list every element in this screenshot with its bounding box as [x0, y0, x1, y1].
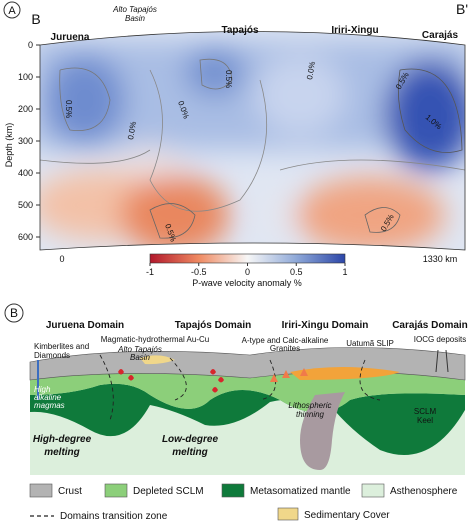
basin-label: Basin [125, 14, 146, 23]
y-tick-label: 200 [18, 104, 33, 114]
distance-label: 0 [59, 254, 64, 264]
domain-label: Iriri-Xingu [331, 25, 378, 36]
basin-label: Alto Tapajós [112, 5, 157, 14]
y-tick-label: 300 [18, 136, 33, 146]
legend-swatch [277, 507, 299, 521]
annotation: SCLM [414, 407, 437, 416]
legend-label: Sedimentary Cover [304, 510, 390, 521]
schematic [29, 347, 466, 475]
annotation: Granites [270, 344, 300, 353]
annotation: High-degree [33, 434, 92, 445]
legend-label: Domains transition zone [60, 511, 168, 522]
colorbar [149, 253, 346, 264]
legend-swatch [29, 483, 53, 498]
colorbar-tick-label: 0.5 [290, 267, 303, 277]
contour-label: 0.0% [126, 121, 138, 141]
domain-title: Carajás Domain [392, 320, 468, 331]
domain-label: Tapajós [221, 25, 258, 36]
legend-label: Depleted SCLM [133, 486, 204, 497]
colorbar-tick-label: 0 [245, 267, 250, 277]
colorbar-ticks: -1 -0.5 0 0.5 1 [146, 263, 348, 277]
panel-label-ring [3, 1, 21, 19]
y-tick-label: 600 [18, 232, 33, 242]
annotation: Basin [130, 353, 151, 362]
legend-swatch [361, 483, 385, 498]
annotation: melting [172, 447, 208, 458]
colorbar-tick-label: -0.5 [191, 267, 207, 277]
colorbar-label: P-wave velocity anomaly % [192, 278, 302, 288]
annotation: Magmatic-hydrothermal Au-Cu [101, 335, 209, 344]
colorbar-tick-label: 1 [342, 267, 347, 277]
y-tick-label: 400 [18, 168, 33, 178]
section-end: B' [456, 1, 468, 17]
y-axis-label: Depth (km) [4, 123, 14, 168]
contour-label: 0.5% [224, 70, 233, 88]
domain-label: Juruena [51, 32, 90, 43]
panel-label: B [10, 306, 18, 320]
annotation: Lithospheric [288, 401, 331, 410]
tomography [40, 31, 465, 250]
annotation: Kimberlites and [34, 342, 89, 351]
legend-label: Asthenosphere [390, 486, 458, 497]
distance-label: 1330 km [423, 254, 458, 264]
domain-title: Juruena Domain [46, 320, 124, 331]
legend-label: Metasomatized mantle [250, 486, 351, 497]
legend-label: Crust [58, 486, 82, 497]
panel-label-ring [4, 303, 24, 323]
domain-title: Iriri-Xingu Domain [282, 320, 369, 331]
contour-label: 0.0% [305, 61, 317, 81]
annotation: Low-degree [162, 434, 219, 445]
legend-swatch [221, 483, 245, 498]
y-tick-label: 500 [18, 200, 33, 210]
annotation: thinning [296, 410, 325, 419]
annotation: magmas [34, 401, 65, 410]
annotation: melting [44, 447, 80, 458]
annotation: Diamonds [34, 351, 70, 360]
annotation: Alto Tapajós [117, 345, 162, 354]
annotation: alkaline [34, 393, 62, 402]
y-ticks: 0 100 200 300 400 500 600 [18, 40, 40, 242]
y-tick-label: 100 [18, 72, 33, 82]
contour-label: 0.5% [64, 100, 73, 118]
annotation: Keel [417, 416, 433, 425]
annotation: IOCG deposits [414, 335, 466, 344]
annotation: A-type and Calc-alkaline [242, 336, 329, 345]
y-tick-label: 0 [28, 40, 33, 50]
annotation: High [34, 385, 51, 394]
section-start: B [31, 11, 40, 27]
domain-label: Carajás [422, 30, 459, 41]
legend-swatch [104, 483, 128, 498]
colorbar-tick-label: -1 [146, 267, 154, 277]
section-outline [39, 31, 466, 251]
panel-label: A [8, 5, 16, 17]
domain-title: Tapajós Domain [175, 320, 252, 331]
annotation: Uatumã SLIP [346, 339, 394, 348]
